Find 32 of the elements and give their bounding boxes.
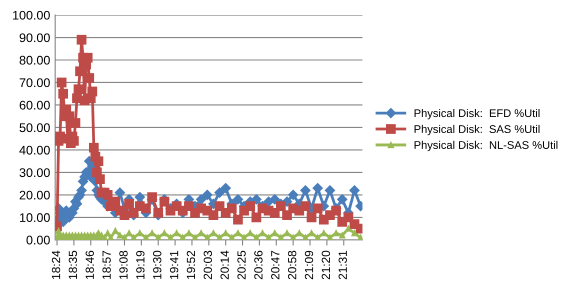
- y-tick-label: 50.00: [20, 123, 50, 132]
- y-tick-label: 0.00: [26, 236, 50, 245]
- x-tick-label: 21:31: [338, 250, 347, 280]
- y-tick-label: 30.00: [20, 168, 50, 178]
- x-tick-label: 19:52: [186, 250, 196, 279]
- x-tick-label: 19:08: [119, 250, 128, 279]
- y-tick-label: 70.00: [20, 78, 50, 88]
- x-tick-label: 20:03: [204, 250, 212, 280]
- y-tick-label: 40.00: [19, 146, 50, 155]
- x-tick-label: 18:35: [68, 250, 78, 279]
- y-tick-label: 80.00: [20, 56, 50, 65]
- x-tick-label: 18:57: [102, 250, 111, 279]
- y-tick-label: 20.00: [20, 190, 50, 200]
- y-tick-label: 90.00: [20, 33, 50, 42]
- x-tick-label: 18:24: [52, 250, 60, 279]
- legend-label: Physical Disk: SAS %Util: [414, 124, 540, 136]
- y-tick-label: 60.00: [20, 100, 50, 110]
- x-tick-label: 18:46: [86, 250, 94, 279]
- x-tick-label: 19:19: [136, 250, 145, 279]
- x-tick-label: 20:25: [237, 250, 246, 280]
- x-tick-label: 20:47: [271, 250, 280, 280]
- y-tick-label: 10.00: [20, 213, 50, 222]
- x-tick-label: 20:14: [220, 250, 229, 280]
- x-tick-label: 20:36: [254, 250, 263, 280]
- legend-label: Physical Disk: EFD %Util: [414, 108, 540, 120]
- y-tick-label: 100.00: [13, 10, 50, 20]
- x-tick-label: 19:41: [170, 250, 178, 279]
- legend-label: Physical Disk: NL-SAS %Util: [414, 140, 558, 152]
- x-tick-label: 21:09: [304, 250, 314, 280]
- x-tick-label: 20:58: [288, 250, 296, 280]
- x-tick-label: 19:30: [153, 250, 162, 279]
- x-tick-label: 21:20: [322, 250, 330, 280]
